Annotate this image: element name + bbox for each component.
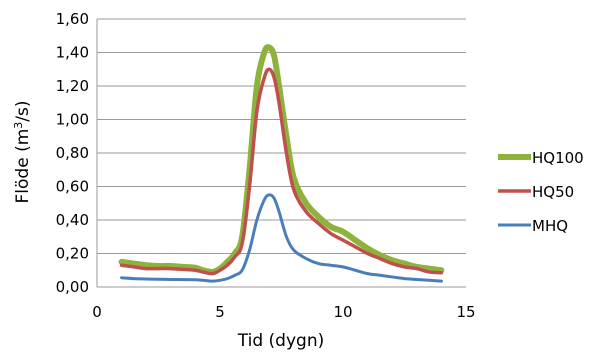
y-axis-title: Flöde (m3/s)	[12, 101, 33, 204]
series-lines	[118, 44, 445, 283]
x-tick-label: 10	[333, 303, 352, 321]
x-tick-label: 0	[92, 303, 102, 321]
y-axis-title-main: Flöde (m	[13, 129, 33, 204]
x-tick-label: 15	[456, 303, 475, 321]
y-axis-title-sup: 3	[12, 122, 25, 129]
y-tick-label: 0,40	[56, 211, 89, 229]
y-tick-label: 1,20	[56, 77, 89, 95]
y-tick-label: 0,00	[56, 278, 89, 296]
axes	[96, 19, 466, 288]
y-tick-label: 0,20	[56, 245, 89, 263]
y-tick-label: 1,00	[56, 111, 89, 129]
y-tick-label: 0,60	[56, 178, 89, 196]
legend-label-mhq: MHQ	[532, 217, 568, 235]
legend-label-hq50: HQ50	[532, 183, 574, 201]
y-tick-label: 1,40	[56, 44, 89, 62]
series-line-mhq	[120, 193, 443, 283]
legend-label-hq100: HQ100	[532, 149, 584, 167]
series-line-hq50	[119, 67, 444, 276]
x-tick-label: 5	[215, 303, 225, 321]
x-axis-title: Tid (dygn)	[237, 331, 324, 351]
y-tick-labels: 0,00 0,20 0,40 0,60 0,80 1,00 1,20 1,40 1,60	[56, 10, 89, 296]
legend: HQ100 HQ50 MHQ	[498, 149, 584, 235]
x-tick-labels: 0 5 10 15	[92, 303, 475, 321]
series-line-hq100	[118, 44, 445, 275]
y-tick-label: 1,60	[56, 10, 89, 28]
y-tick-label: 0,80	[56, 144, 89, 162]
y-axis-title-end: /s)	[13, 101, 33, 122]
